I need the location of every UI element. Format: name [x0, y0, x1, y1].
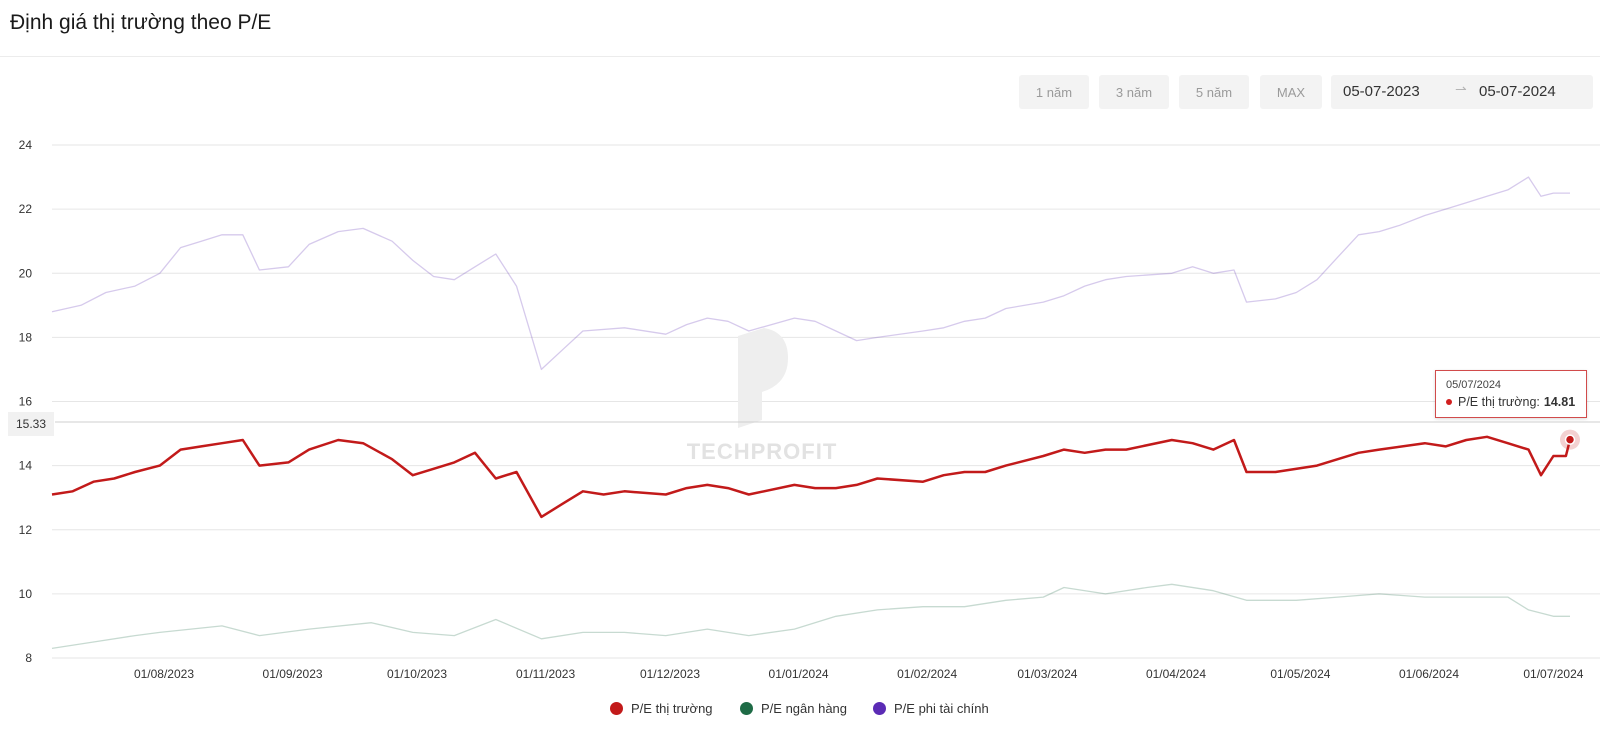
x-tick-label: 01/10/2023	[387, 667, 447, 681]
legend-dot-icon	[740, 702, 753, 715]
y-tick-label: 8	[25, 651, 32, 665]
x-tick-label: 01/03/2024	[1017, 667, 1077, 681]
tooltip: 05/07/2024 P/E thị trường: 14.81	[1435, 370, 1587, 418]
date-from-input[interactable]: 05-07-2023	[1343, 83, 1420, 100]
tooltip-row: P/E thị trường: 14.81	[1446, 395, 1575, 409]
series-line-0	[51, 435, 1572, 519]
x-tick-label: 01/05/2024	[1270, 667, 1330, 681]
legend-item-market[interactable]: P/E thị trường	[610, 701, 713, 716]
range-1-year-button[interactable]: 1 năm	[1019, 75, 1089, 109]
y-tick-label: 10	[19, 587, 33, 601]
range-5-year-button[interactable]: 5 năm	[1179, 75, 1249, 109]
series-line-2	[51, 176, 1570, 371]
legend-label: P/E phi tài chính	[894, 701, 989, 716]
x-tick-label: 01/12/2023	[640, 667, 700, 681]
legend-item-bank[interactable]: P/E ngân hàng	[740, 701, 847, 716]
watermark-text: TECHPROFIT	[687, 439, 838, 464]
tooltip-marker	[1560, 429, 1580, 450]
y-tick-label: 16	[19, 395, 33, 409]
chart-series	[51, 176, 1572, 650]
x-tick-label: 01/09/2023	[263, 667, 323, 681]
x-tick-label: 01/11/2023	[516, 667, 575, 681]
y-tick-label: 22	[19, 202, 33, 216]
y-tick-label: 14	[19, 459, 33, 473]
x-tick-label: 01/01/2024	[769, 667, 829, 681]
y-tick-label: 24	[19, 138, 33, 152]
legend-label: P/E thị trường	[631, 701, 713, 716]
y-axis-ticks: 8 10 12 14 16 18 20 22 24	[19, 138, 33, 665]
legend-label: P/E ngân hàng	[761, 701, 848, 716]
series-line-1	[51, 583, 1570, 650]
range-3-year-button[interactable]: 3 năm	[1099, 75, 1169, 109]
tooltip-date: 05/07/2024	[1446, 379, 1502, 391]
crosshair-value-label: 15.33	[8, 412, 54, 436]
page-title: Định giá thị trường theo P/E	[10, 11, 272, 34]
x-tick-label: 01/04/2024	[1146, 667, 1206, 681]
marker-point	[1564, 434, 1576, 445]
date-to-input[interactable]: 05-07-2024	[1479, 83, 1556, 100]
range-max-button[interactable]: MAX	[1260, 75, 1322, 109]
y-tick-label: 18	[19, 330, 33, 344]
watermark-logo: TECHPROFIT	[687, 328, 838, 464]
x-axis-ticks: 01/08/2023 01/09/2023 01/10/2023 01/11/2023…	[134, 667, 1584, 681]
arrow-right-icon: ⇀	[1455, 81, 1467, 97]
date-range-picker[interactable]: 05-07-2023 ⇀ 05-07-2024	[1331, 75, 1593, 109]
legend-dot-icon	[873, 702, 886, 715]
tooltip-label: P/E thị trường:	[1458, 395, 1540, 409]
y-tick-label: 12	[19, 523, 33, 537]
x-tick-label: 01/02/2024	[897, 667, 957, 681]
x-tick-label: 01/08/2023	[134, 667, 194, 681]
y-tick-label: 20	[19, 266, 33, 280]
tooltip-series-dot	[1446, 399, 1452, 405]
x-tick-label: 01/06/2024	[1399, 667, 1459, 681]
legend-dot-icon	[610, 702, 623, 715]
legend: P/E thị trường P/E ngân hàng P/E phi tài…	[0, 701, 1600, 721]
legend-item-nonfinancial[interactable]: P/E phi tài chính	[873, 701, 989, 716]
x-tick-label: 01/07/2024	[1523, 667, 1583, 681]
chart-grid	[52, 144, 1600, 659]
header-bar: Định giá thị trường theo P/E	[0, 0, 1600, 57]
tooltip-value: 14.81	[1543, 395, 1576, 409]
